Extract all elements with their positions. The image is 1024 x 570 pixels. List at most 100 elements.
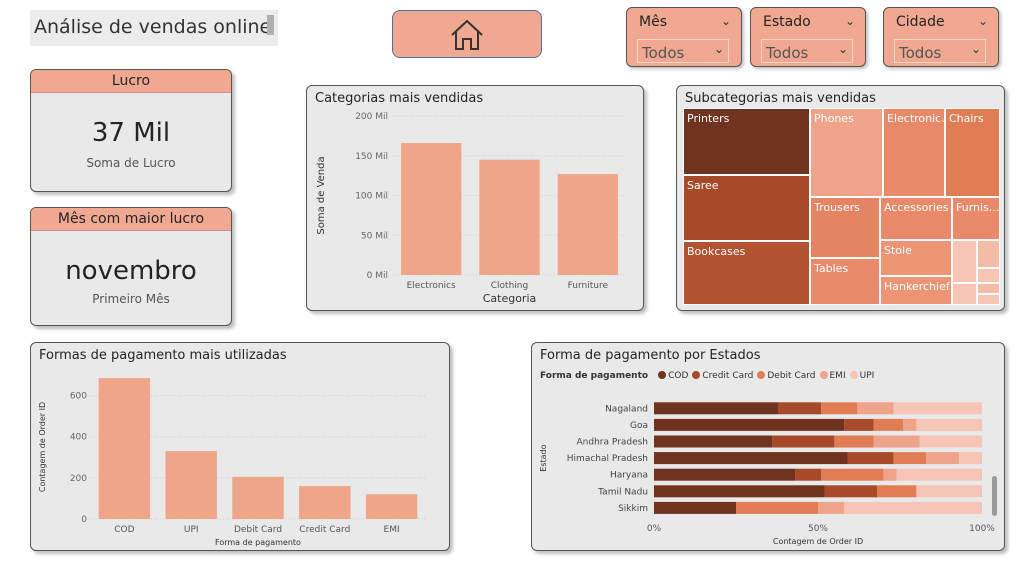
categories-xaxis-label: Categoria [483, 292, 537, 305]
stacked-bar-segment[interactable] [893, 452, 927, 465]
slicer-state[interactable]: Estado ⌄ Todos ⌄ [750, 7, 866, 67]
payments-ytick-label: 400 [70, 433, 87, 443]
chevron-down-icon[interactable]: ⌄ [977, 14, 988, 28]
slicer-month[interactable]: Mês ⌄ Todos ⌄ [626, 7, 742, 67]
title-scrollbar [267, 15, 274, 35]
stacked-bar-segment[interactable] [834, 435, 874, 448]
stacked-bar-segment[interactable] [873, 418, 904, 431]
stacked-bar-segment[interactable] [919, 435, 982, 448]
treemap-cell-saree[interactable]: Saree [683, 175, 810, 241]
stacked-bar-segment[interactable] [893, 402, 982, 415]
treemap-cell-small-4[interactable] [952, 283, 977, 305]
payments-bar[interactable] [299, 486, 351, 519]
legend-item-label[interactable]: EMI [829, 371, 846, 381]
treemap-cell-chairs[interactable]: Chairs [945, 108, 1000, 197]
chart-scrollbar[interactable] [992, 476, 997, 516]
stacked-bar-segment[interactable] [654, 435, 773, 448]
treemap-cell-trousers[interactable]: Trousers [810, 197, 880, 258]
treemap-cell-phones[interactable]: Phones [810, 108, 883, 197]
payments-xaxis-label: Forma de pagamento [215, 538, 301, 547]
stacked-bar-segment[interactable] [778, 402, 822, 415]
treemap-cell-electronic[interactable]: Electronic... [883, 108, 945, 197]
slicer-state-dropdown[interactable]: Todos ⌄ [761, 39, 853, 63]
treemap-cell-small-3[interactable] [977, 268, 1000, 283]
stacked-bar-segment[interactable] [959, 452, 982, 465]
stacked-bar-segment[interactable] [916, 485, 982, 498]
treemap-cell-accessories[interactable]: Accessories [880, 197, 952, 240]
treemap-cell-small-6[interactable] [977, 294, 1000, 305]
payment-by-state-chart-card[interactable]: Forma de pagamento por Estados Forma de … [531, 342, 1005, 551]
stacked-bar-segment[interactable] [877, 485, 917, 498]
payment-by-state-legend: Forma de pagamento COD Credit Card Debit Ca… [540, 371, 874, 381]
stacked-bar-segment[interactable] [883, 468, 897, 481]
legend-marker [757, 371, 766, 379]
stacked-bar-segment[interactable] [654, 468, 796, 481]
categories-xtick-label: Electronics [407, 281, 456, 291]
treemap-cell-small-5[interactable] [977, 283, 1000, 294]
state-label: Tamil Nadu [597, 487, 648, 497]
payments-bar[interactable] [165, 451, 217, 519]
stacked-bar-segment[interactable] [896, 468, 982, 481]
stacked-bar-segment[interactable] [847, 452, 894, 465]
chevron-down-icon: ⌄ [713, 42, 724, 56]
treemap-cell-small-1[interactable] [952, 240, 977, 283]
payments-xtick-label: EMI [384, 525, 400, 535]
treemap-cell-printers[interactable]: Printers [683, 108, 810, 175]
categories-chart-card[interactable]: Categorias mais vendidas 0 Mil 50 Mil 100 … [306, 85, 644, 311]
subcategories-treemap-card[interactable]: Subcategorias mais vendidas Printers Sar… [676, 85, 1005, 311]
categories-bar[interactable] [479, 159, 540, 275]
stacked-bar-segment[interactable] [824, 485, 878, 498]
chevron-down-icon[interactable]: ⌄ [844, 14, 855, 28]
categories-bar[interactable] [557, 174, 618, 275]
legend-item-label[interactable]: COD [668, 371, 689, 381]
stacked-bar-segment[interactable] [821, 468, 884, 481]
legend-item-label[interactable]: Credit Card [702, 371, 754, 381]
stacked-bar-segment[interactable] [654, 485, 825, 498]
kpi-profit-card[interactable]: Lucro 37 Mil Soma de Lucro [30, 69, 232, 192]
treemap-cell-small-2[interactable] [977, 240, 1000, 268]
stacked-bar-segment[interactable] [736, 501, 818, 514]
categories-ytick-label: 150 Mil [355, 152, 388, 162]
payments-chart-card[interactable]: Formas de pagamento mais utilizadas 0 200… [30, 342, 450, 551]
treemap-cell-hankerchief[interactable]: Hankerchief [880, 276, 952, 305]
payments-bar[interactable] [98, 378, 151, 519]
home-button[interactable] [392, 10, 542, 58]
categories-ytick-label: 100 Mil [355, 192, 388, 202]
treemap-cell-furnishings[interactable]: Furnis... [952, 197, 1000, 240]
stacked-bar-segment[interactable] [926, 452, 960, 465]
stacked-bar-segment[interactable] [818, 501, 845, 514]
stacked-bar-segment[interactable] [795, 468, 822, 481]
stacked-bar-segment[interactable] [916, 418, 982, 431]
legend-item-label[interactable]: Debit Card [767, 371, 816, 381]
stacked-bar-segment[interactable] [654, 418, 845, 431]
payments-xtick-label: COD [114, 525, 134, 535]
slicer-month-dropdown[interactable]: Todos ⌄ [637, 39, 729, 63]
report-title: Análise de vendas online [34, 16, 272, 38]
slicer-month-label: Mês [639, 14, 667, 30]
stacked-bar-segment[interactable] [654, 402, 779, 415]
stacked-bar-segment[interactable] [654, 501, 736, 514]
payments-ytick-label: 600 [70, 392, 87, 402]
stacked-bar-segment[interactable] [903, 418, 917, 431]
stacked-bar-segment[interactable] [654, 452, 848, 465]
payments-ytick-label: 200 [70, 474, 87, 484]
legend-marker [849, 371, 858, 379]
categories-bar[interactable] [401, 143, 462, 275]
chevron-down-icon[interactable]: ⌄ [720, 14, 731, 28]
stacked-bar-segment[interactable] [857, 402, 894, 415]
slicer-city[interactable]: Cidade ⌄ Todos ⌄ [883, 7, 999, 67]
treemap-cell-stole[interactable]: Stole [880, 240, 952, 276]
stacked-bar-segment[interactable] [873, 435, 920, 448]
stacked-bar-segment[interactable] [821, 402, 858, 415]
payments-ytick-label: 0 [81, 515, 87, 525]
treemap-cell-bookcases[interactable]: Bookcases [683, 241, 810, 305]
slicer-city-dropdown[interactable]: Todos ⌄ [894, 39, 986, 63]
stacked-bar-segment[interactable] [772, 435, 835, 448]
stacked-bar-segment[interactable] [844, 501, 982, 514]
legend-item-label[interactable]: UPI [859, 371, 875, 381]
treemap-cell-tables[interactable]: Tables [810, 258, 880, 305]
kpi-best-month-card[interactable]: Mês com maior lucro novembro Primeiro Mê… [30, 207, 232, 326]
stacked-bar-segment[interactable] [844, 418, 874, 431]
payments-bar[interactable] [365, 494, 418, 519]
payments-bar[interactable] [232, 476, 284, 519]
